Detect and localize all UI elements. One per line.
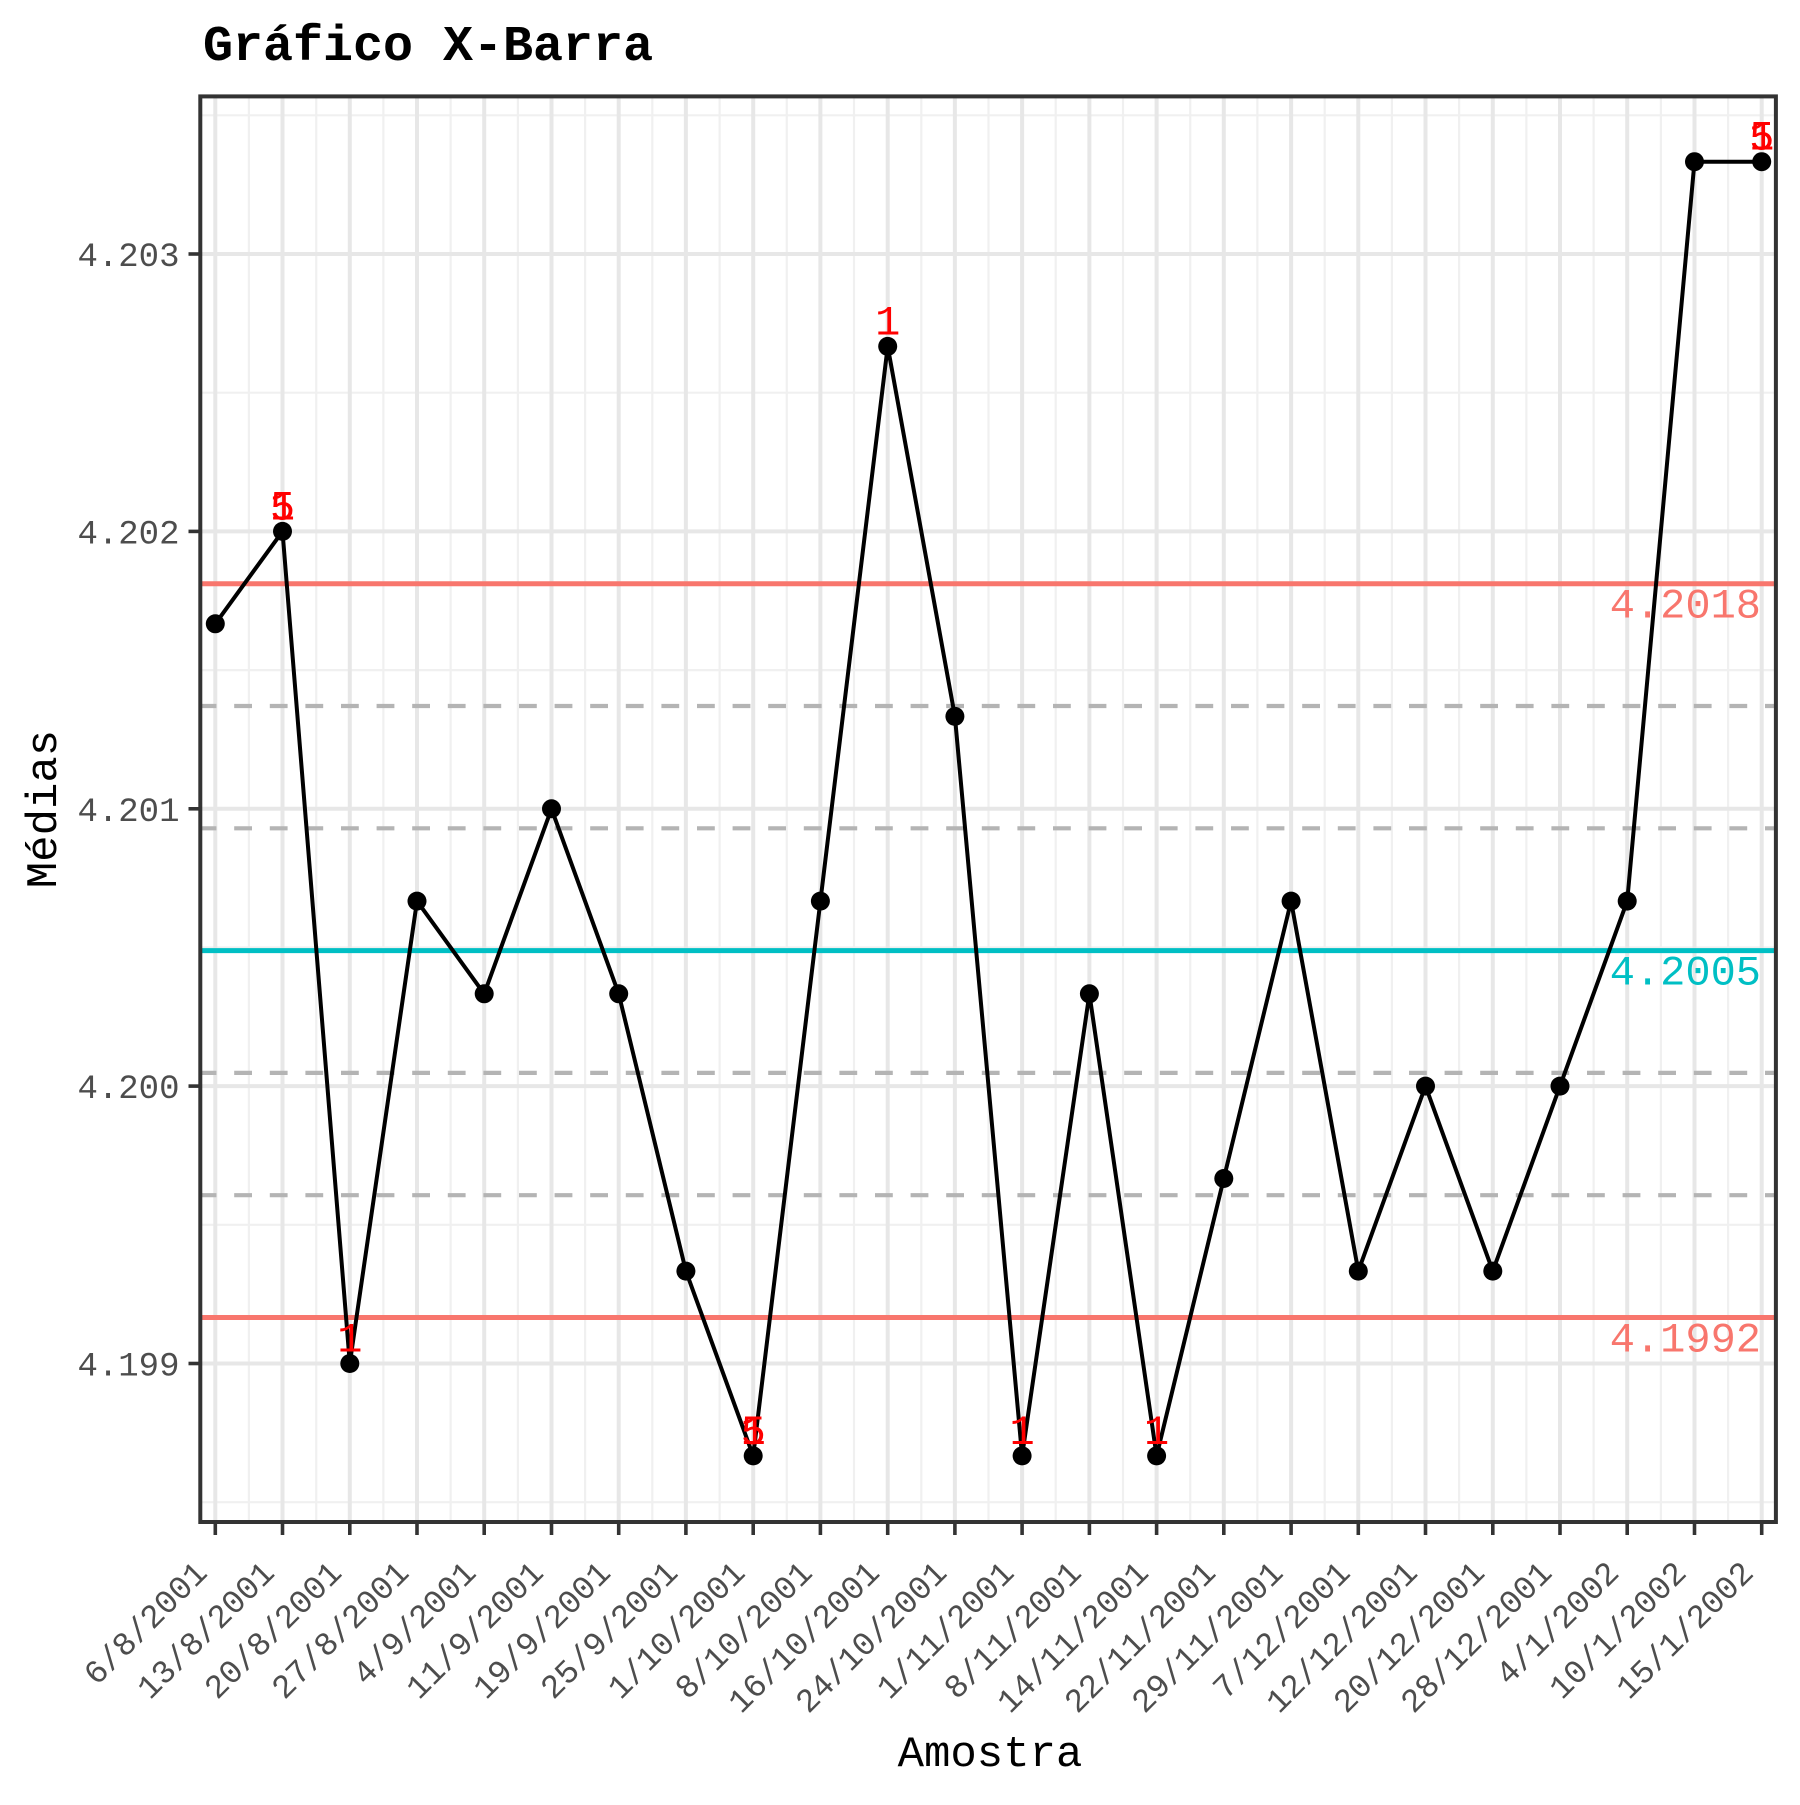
svg-text:Gráfico X-Barra: Gráfico X-Barra: [203, 19, 653, 76]
svg-text:4.2018: 4.2018: [1610, 583, 1761, 631]
svg-text:1: 1: [1009, 1409, 1034, 1457]
svg-text:4.201: 4.201: [77, 794, 179, 832]
svg-text:5: 5: [1749, 115, 1774, 163]
svg-text:Amostra: Amostra: [898, 1730, 1083, 1780]
svg-text:5: 5: [270, 484, 295, 532]
svg-text:4.202: 4.202: [77, 516, 179, 554]
svg-text:1: 1: [270, 484, 295, 532]
svg-text:1: 1: [1144, 1409, 1169, 1457]
svg-text:1: 1: [337, 1317, 362, 1365]
svg-text:1: 1: [741, 1409, 766, 1457]
svg-text:4.203: 4.203: [77, 239, 179, 277]
svg-text:5: 5: [741, 1409, 766, 1457]
svg-text:4.2005: 4.2005: [1610, 950, 1761, 998]
svg-text:4.199: 4.199: [77, 1349, 179, 1387]
svg-text:Médias: Médias: [20, 730, 70, 888]
svg-text:1: 1: [1749, 115, 1774, 163]
svg-text:4.1992: 4.1992: [1610, 1317, 1761, 1365]
svg-text:1: 1: [875, 299, 900, 347]
svg-text:4.200: 4.200: [77, 1071, 179, 1109]
